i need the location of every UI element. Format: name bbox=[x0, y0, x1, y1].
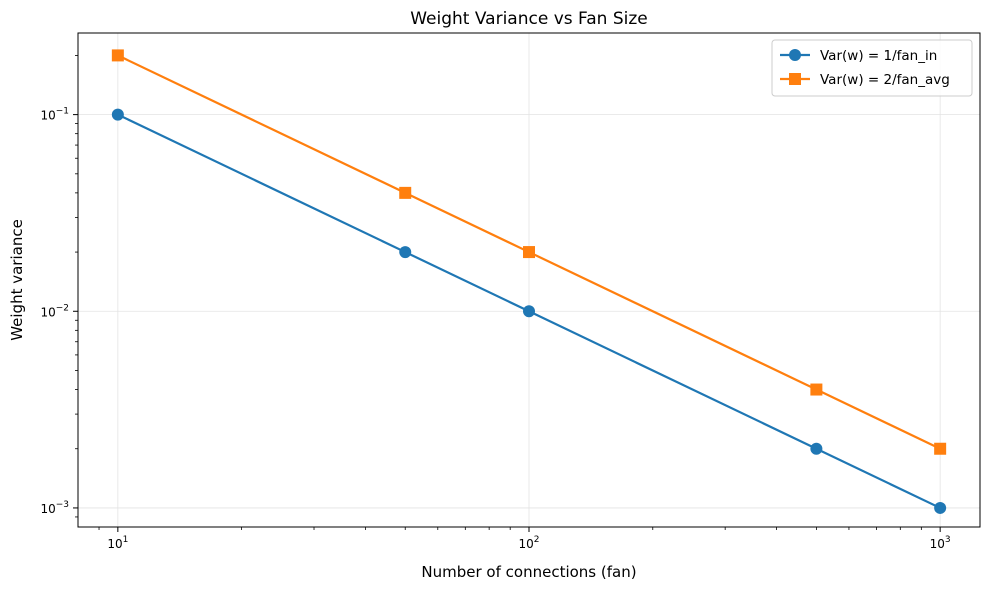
series-2 bbox=[111, 49, 947, 455]
x-tick-label: 102 bbox=[518, 535, 539, 551]
legend-box bbox=[771, 39, 973, 97]
y-tick-exponent: −2 bbox=[56, 303, 69, 313]
y-tick-label: 10−1 bbox=[40, 107, 69, 123]
y-tick-label: 10−2 bbox=[40, 303, 69, 319]
x-tick-base: 10 bbox=[107, 537, 122, 551]
y-tick-label: 10−3 bbox=[40, 500, 69, 516]
series-1-point bbox=[111, 108, 124, 121]
y-axis-label: Weight variance bbox=[8, 219, 26, 341]
x-tick-exponent: 3 bbox=[945, 535, 951, 545]
y-tick-base: 10 bbox=[40, 109, 55, 123]
x-tick-base: 10 bbox=[518, 537, 533, 551]
series-1-point bbox=[523, 305, 535, 318]
chart-title: Weight Variance vs Fan Size bbox=[410, 9, 648, 29]
series-1-point bbox=[810, 442, 823, 455]
legend-marker bbox=[789, 49, 801, 61]
legend-label: Var(w) = 2/fan_avg bbox=[820, 72, 950, 88]
series-2-point bbox=[810, 383, 823, 396]
y-tick-base: 10 bbox=[40, 502, 55, 516]
legend-item: Var(w) = 1/fan_in bbox=[780, 48, 937, 64]
x-tick-base: 10 bbox=[930, 537, 945, 551]
series-2-point bbox=[523, 246, 535, 259]
series-1-point bbox=[399, 246, 412, 259]
series-1-point bbox=[934, 501, 947, 514]
series-2-point bbox=[934, 442, 947, 455]
legend: Var(w) = 1/fan_in Var(w) = 2/fan_avg bbox=[771, 39, 973, 97]
x-tick-label: 103 bbox=[930, 535, 951, 551]
x-axis-label: Number of connections (fan) bbox=[421, 563, 636, 581]
series-layer bbox=[111, 49, 947, 514]
series-2-point bbox=[399, 186, 412, 199]
series-2-point bbox=[111, 49, 124, 62]
y-tick-base: 10 bbox=[40, 305, 55, 319]
x-tick-exponent: 1 bbox=[123, 535, 129, 545]
legend-label: Var(w) = 1/fan_in bbox=[820, 48, 937, 64]
x-tick-exponent: 2 bbox=[534, 535, 540, 545]
series-1 bbox=[111, 108, 947, 514]
legend-marker bbox=[789, 73, 801, 85]
x-tick-label: 101 bbox=[107, 535, 128, 551]
y-tick-exponent: −3 bbox=[56, 500, 69, 510]
legend-item: Var(w) = 2/fan_avg bbox=[780, 72, 950, 88]
y-tick-exponent: −1 bbox=[56, 107, 69, 117]
